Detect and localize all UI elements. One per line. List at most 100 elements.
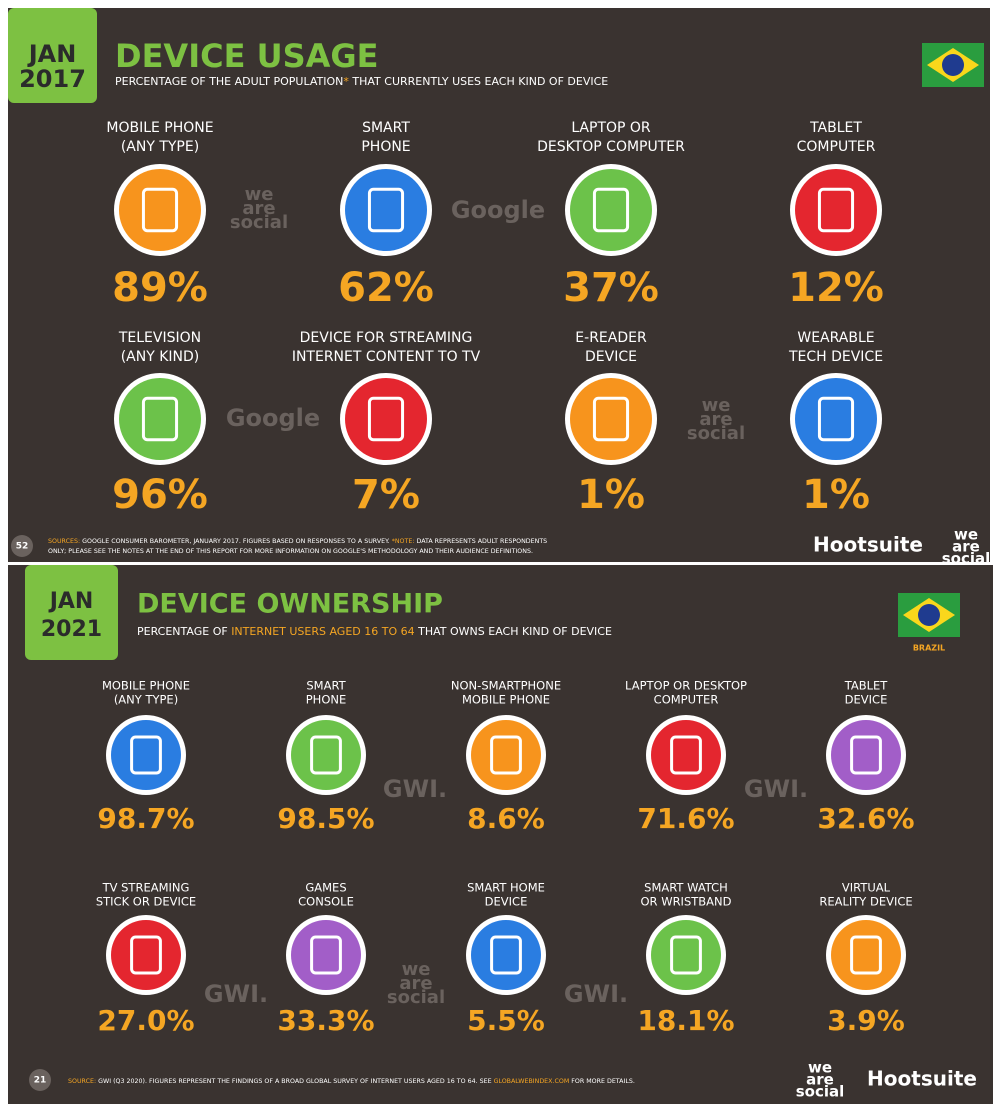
icon-circle [111,920,181,990]
device-icon [130,735,162,775]
icon-circle [795,378,877,460]
subtitle-part: THAT CURRENTLY USES EACH KIND OF DEVICE [349,75,608,88]
item-label: SMART [362,120,410,136]
item-value: 27.0% [97,1004,194,1037]
device-icon [367,396,405,442]
device-icon [141,396,179,442]
item-value: 32.6% [817,802,914,835]
item-label: LAPTOP OR [571,120,651,136]
item-label: PHONE [306,693,347,707]
page-number-badge [29,1069,51,1091]
item-label: PHONE [361,139,410,155]
item-label: LAPTOP OR DESKTOP [625,679,747,693]
icon-circle [831,920,901,990]
page-number-badge [11,535,33,557]
item-label: SMART HOME [467,881,545,895]
item-label: (ANY TYPE) [121,139,199,155]
watermark: are [399,973,432,994]
icon-circle [111,720,181,790]
badge-year: 2021 [41,617,102,642]
item-value: 8.6% [467,802,545,835]
item-label: MOBILE PHONE [102,679,190,693]
page-number: 52 [16,542,29,552]
item-label: TABLET [844,679,889,693]
watermark: social [387,987,445,1008]
panel-background [8,565,993,1104]
item-label: DESKTOP COMPUTER [537,139,685,155]
device-icon [490,935,522,975]
watermark: we [245,184,274,205]
date-badge [8,8,97,103]
panel-title: DEVICE USAGE [115,37,379,75]
date-badge [25,565,118,660]
item-label: REALITY DEVICE [819,895,912,909]
flag-label: BRAZIL [913,644,945,653]
subtitle-part: PERCENTAGE OF [137,625,231,638]
sources-part: GLOBALWEBINDEX.COM [494,1078,570,1085]
watermark: are [952,538,980,556]
item-label: COMPUTER [654,693,719,707]
icon-circle [345,378,427,460]
item-label: DEVICE FOR STREAMING [300,330,473,346]
device-icon [310,935,342,975]
item-label: TABLET [809,120,862,136]
icon-circle [471,720,541,790]
badge-month: JAN [48,589,94,614]
item-label: COMPUTER [797,139,876,155]
device-icon [310,735,342,775]
icon-circle [291,720,361,790]
device-icon [592,187,630,233]
sources-part: DATA REPRESENTS ADULT RESPONDENTS [414,538,547,545]
item-label: TECH DEVICE [788,349,883,365]
watermark: social [796,1083,845,1101]
sources-part: SOURCE: [68,1078,96,1085]
watermark: social [230,212,288,233]
sources-part: FOR MORE DETAILS. [569,1078,635,1085]
device-icon [592,396,630,442]
item-label: INTERNET CONTENT TO TV [292,349,481,365]
watermark: are [699,409,732,430]
icon-circle [471,920,541,990]
watermark: Google [226,404,320,432]
subtitle-part: * [343,75,349,88]
watermark: social [942,550,991,568]
subtitle: PERCENTAGE OF INTERNET USERS AGED 16 TO … [137,625,612,638]
badge-year: 2017 [19,65,86,93]
panel-background [8,8,990,562]
item-label: MOBILE PHONE [106,120,213,136]
item-value: 89% [112,265,208,311]
item-value: 1% [577,472,645,518]
subtitle-part: THAT OWNS EACH KIND OF DEVICE [415,625,612,638]
sources: ONLY; PLEASE SEE THE NOTES AT THE END OF… [48,548,533,555]
item-value: 96% [112,472,208,518]
item-label: CONSOLE [298,895,354,909]
sources: SOURCES: GOOGLE CONSUMER BAROMETER, JANU… [48,538,547,545]
icon-circle [119,378,201,460]
item-label: STICK OR DEVICE [96,895,196,909]
brand-hootsuite: Hootsuite [813,533,923,557]
item-label: OR WRISTBAND [641,895,732,909]
icon-circle [831,720,901,790]
item-value: 3.9% [827,1004,905,1037]
item-value: 98.5% [277,802,374,835]
item-label: MOBILE PHONE [462,693,550,707]
watermark: are [806,1071,834,1089]
page-number: 21 [34,1076,47,1086]
item-value: 1% [802,472,870,518]
icon-circle [651,920,721,990]
subtitle-part: PERCENTAGE OF THE ADULT POPULATION [115,75,343,88]
subtitle: PERCENTAGE OF THE ADULT POPULATION* THAT… [115,75,608,88]
icon-circle [119,169,201,251]
item-label: DEVICE [585,349,637,365]
icon-circle [570,378,652,460]
sources: SOURCE: GWI (Q3 2020). FIGURES REPRESENT… [68,1078,635,1085]
flag-globe [942,54,964,76]
watermark: GWI. [744,775,808,803]
device-icon [817,187,855,233]
item-value: 12% [788,265,884,311]
device-icon [490,735,522,775]
brand-hootsuite: Hootsuite [867,1067,977,1091]
icon-circle [795,169,877,251]
watermark: GWI. [564,980,628,1008]
